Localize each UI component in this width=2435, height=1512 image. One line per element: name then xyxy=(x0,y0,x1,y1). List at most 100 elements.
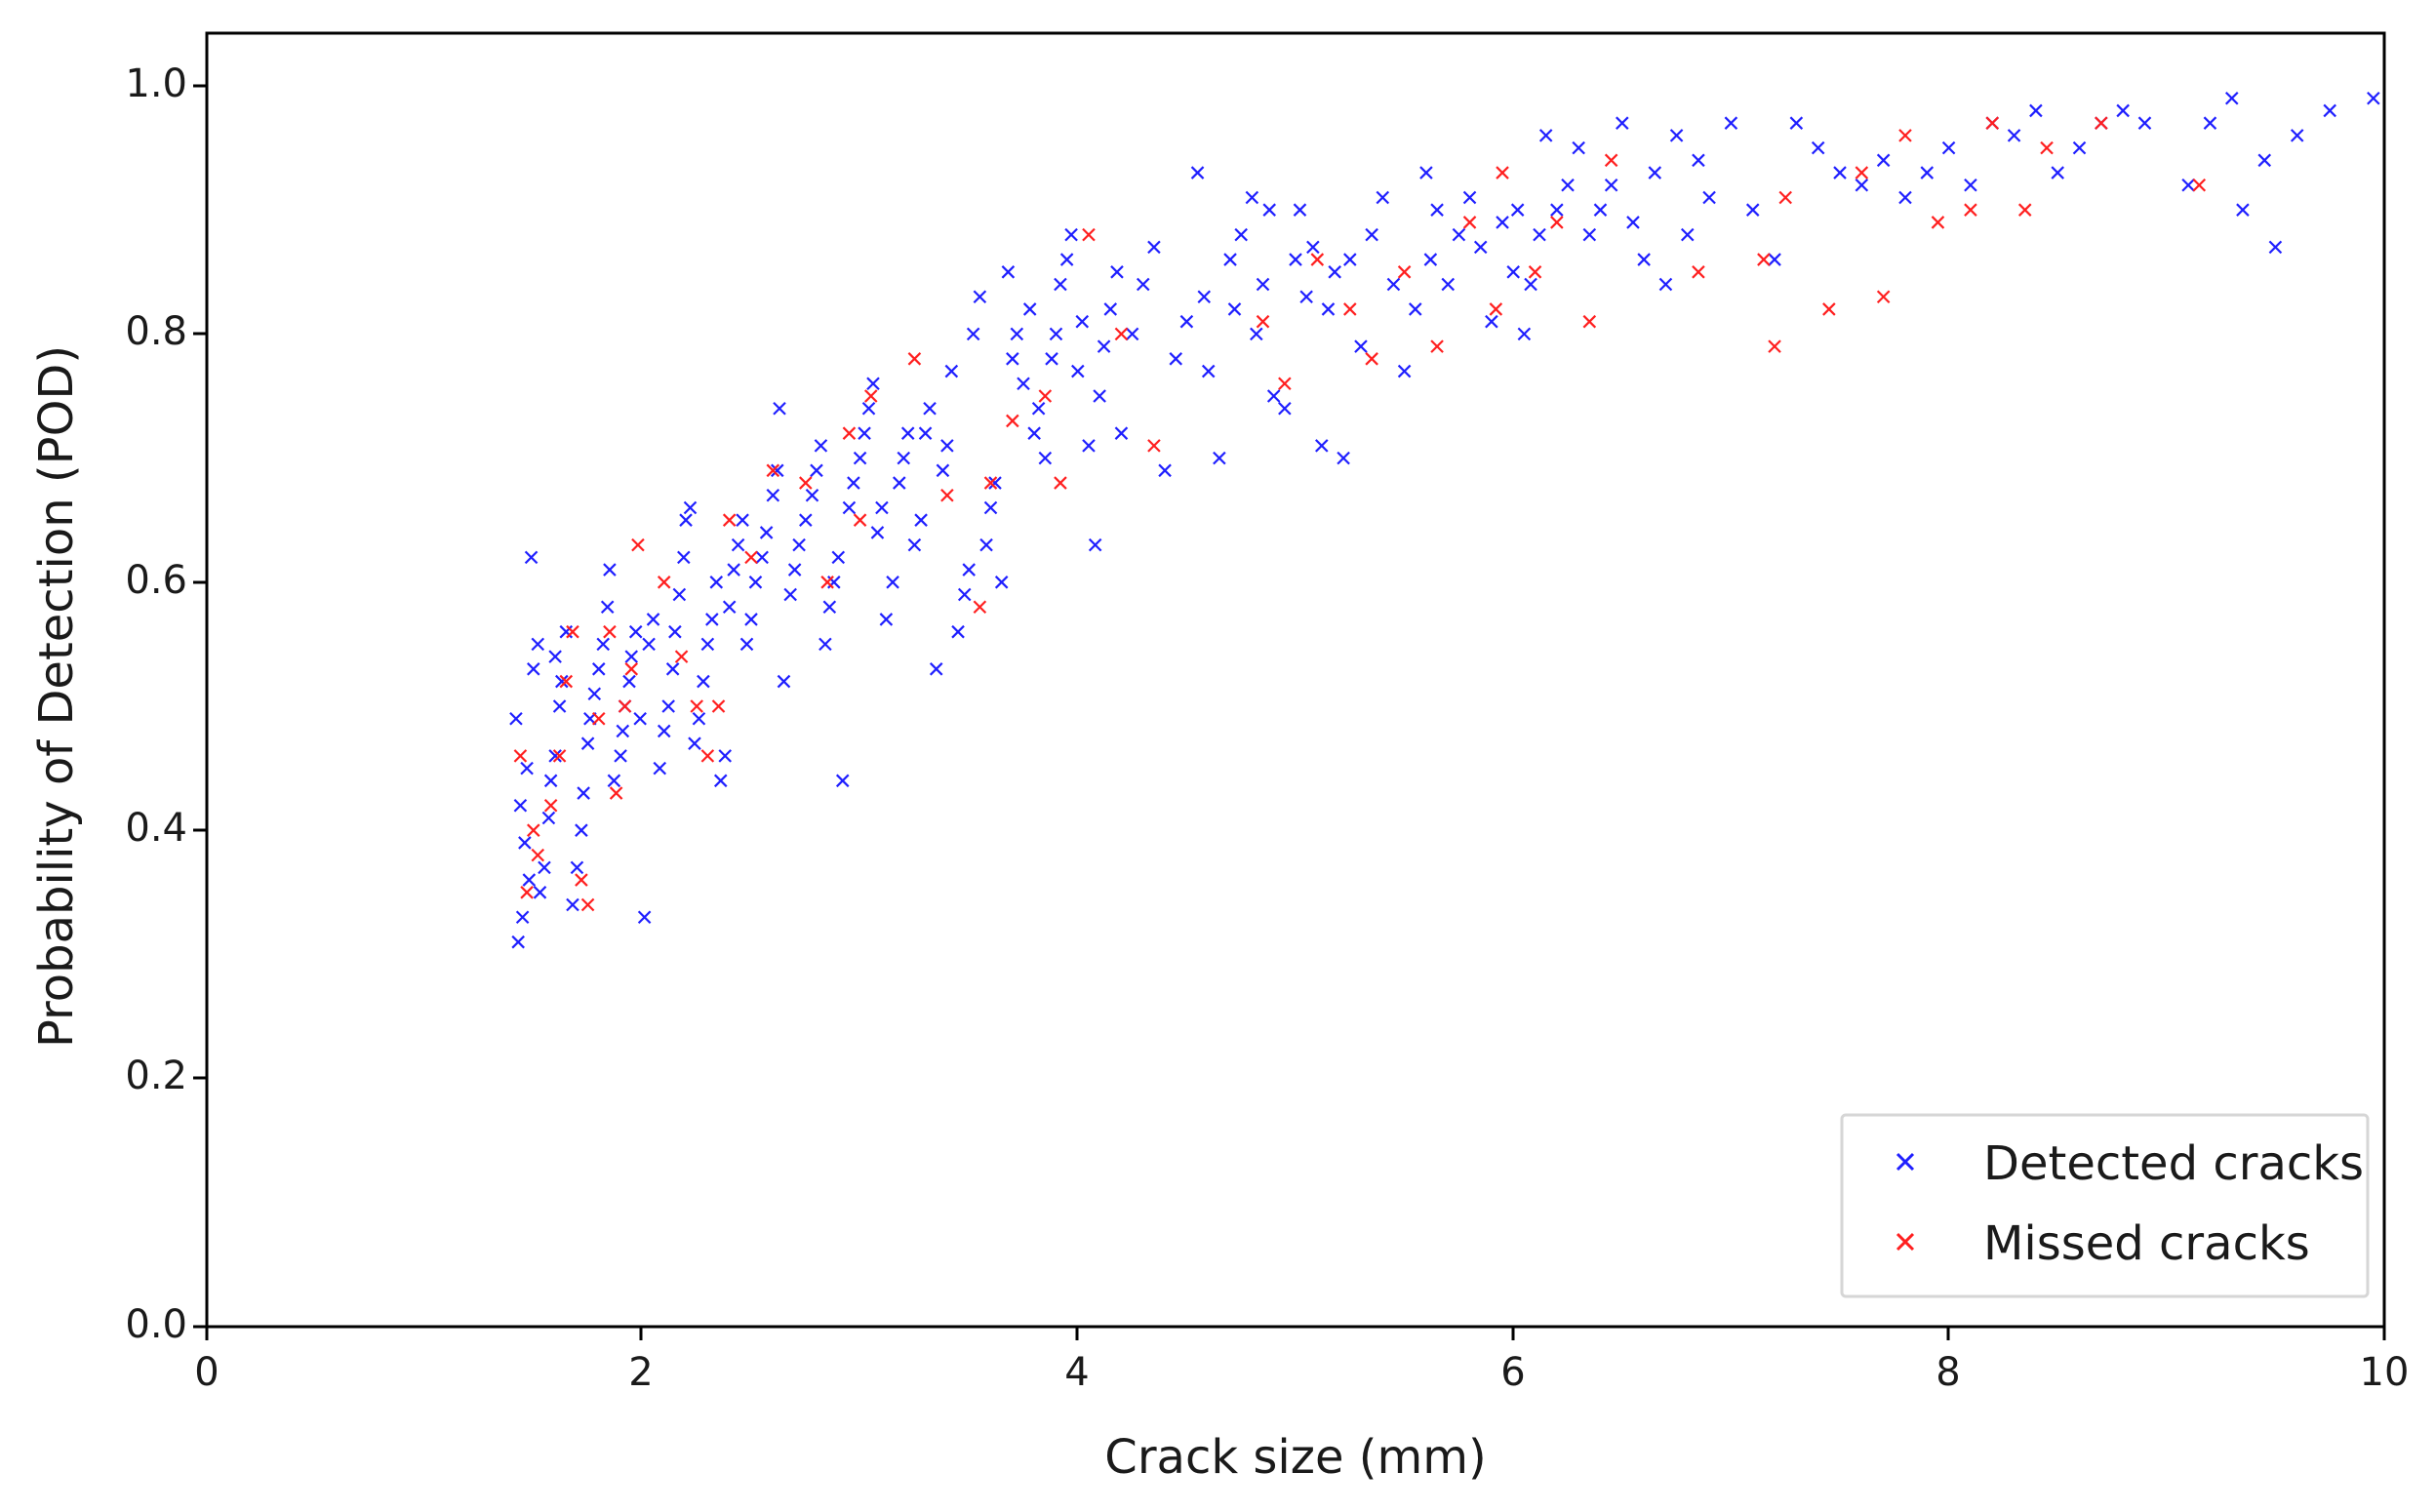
detected-crack-point-136 xyxy=(1136,277,1150,292)
detected-crack-point-134 xyxy=(1114,426,1129,440)
missed-crack-point-26 xyxy=(842,426,857,440)
detected-crack-point-214 xyxy=(2051,166,2064,179)
detected-crack-point-11 xyxy=(538,860,551,875)
missed-crack-point-47-stroke-b xyxy=(1550,216,1564,229)
missed-crack-point-55-stroke-b xyxy=(1876,290,1891,304)
detected-crack-point-12 xyxy=(541,811,556,825)
missed-crack-point-4-stroke-b xyxy=(543,798,558,813)
detected-crack-point-147-stroke-b xyxy=(1234,227,1248,242)
detected-crack-point-96-stroke-b xyxy=(907,537,922,552)
legend-marker-detected xyxy=(1896,1152,1915,1172)
detected-crack-point-50-stroke-b xyxy=(688,736,701,750)
detected-crack-point-204 xyxy=(1833,166,1847,179)
detected-crack-point-195-stroke-b xyxy=(1669,129,1684,142)
missed-crack-point-60 xyxy=(2017,203,2032,217)
detected-crack-point-75-stroke-b xyxy=(805,488,819,502)
detected-crack-point-87 xyxy=(861,401,876,416)
detected-crack-point-11-stroke-b xyxy=(538,860,551,875)
detected-crack-point-99-stroke-b xyxy=(923,401,937,416)
missed-crack-point-46-stroke-b xyxy=(1528,265,1542,279)
detected-crack-point-36 xyxy=(628,624,643,639)
detected-crack-point-214-stroke-b xyxy=(2051,166,2064,179)
detected-crack-point-37 xyxy=(633,711,647,726)
detected-crack-point-123-stroke-b xyxy=(1054,277,1067,292)
detected-crack-point-98 xyxy=(918,426,933,440)
detected-crack-point-41 xyxy=(653,761,667,776)
y-tick-label-0-0: 0.0 xyxy=(125,1302,187,1347)
detected-crack-point-108-stroke-b xyxy=(973,290,987,304)
detected-crack-point-95 xyxy=(900,426,915,440)
detected-crack-point-34-stroke-b xyxy=(622,674,636,689)
detected-crack-point-89 xyxy=(870,526,885,539)
missed-crack-point-50 xyxy=(1692,265,1705,279)
detected-crack-point-27 xyxy=(596,637,611,652)
tick-marks xyxy=(193,84,2386,1340)
detected-crack-point-163-stroke-b xyxy=(1354,339,1368,353)
detected-crack-point-134-stroke-b xyxy=(1114,426,1129,440)
detected-crack-point-117-stroke-b xyxy=(1022,302,1037,316)
detected-crack-point-7 xyxy=(527,662,540,676)
detected-crack-point-7-stroke-b xyxy=(527,662,540,676)
missed-crack-point-55 xyxy=(1876,290,1891,304)
detected-crack-point-40-stroke-b xyxy=(646,613,660,626)
detected-crack-point-178 xyxy=(1506,265,1520,279)
x-tick-label-2: 2 xyxy=(628,1350,653,1395)
detected-crack-point-59-stroke-b xyxy=(727,563,740,577)
detected-crack-point-112 xyxy=(994,576,1009,589)
detected-crack-point-114 xyxy=(1006,352,1019,366)
detected-crack-point-86-stroke-b xyxy=(858,426,871,440)
x-tick-label-8: 8 xyxy=(1936,1350,1960,1395)
detected-crack-point-1 xyxy=(515,910,530,925)
detected-crack-point-95-stroke-b xyxy=(900,426,915,440)
missed-crack-point-11 xyxy=(603,624,617,639)
missed-crack-point-59 xyxy=(1985,116,2000,130)
missed-crack-point-19 xyxy=(700,749,715,763)
detected-crack-point-113-stroke-b xyxy=(1001,265,1016,279)
detected-crack-point-119 xyxy=(1031,401,1046,416)
detected-crack-point-71 xyxy=(783,587,797,602)
missed-crack-point-34-stroke-b xyxy=(1054,476,1067,490)
detected-crack-point-48 xyxy=(679,513,693,527)
detected-crack-point-107-stroke-b xyxy=(966,327,980,341)
detected-crack-point-162-stroke-b xyxy=(1343,253,1357,266)
detected-crack-point-219 xyxy=(2181,178,2195,192)
detected-crack-point-151-stroke-b xyxy=(1262,203,1276,217)
missed-crack-point-23-stroke-b xyxy=(766,463,780,478)
detected-crack-point-10-stroke-b xyxy=(533,886,547,899)
missed-crack-point-26-stroke-b xyxy=(842,426,857,440)
detected-crack-point-103 xyxy=(944,364,959,378)
missed-crack-point-31-stroke-b xyxy=(973,600,987,615)
detected-crack-point-98-stroke-b xyxy=(918,426,933,440)
missed-crack-point-27-stroke-b xyxy=(853,513,867,527)
detected-crack-point-160 xyxy=(1328,265,1341,279)
detected-crack-point-138 xyxy=(1158,463,1172,478)
detected-crack-point-56-stroke-b xyxy=(713,774,728,788)
detected-crack-point-125 xyxy=(1064,227,1078,242)
detected-crack-point-217 xyxy=(2116,103,2130,118)
missed-crack-point-32 xyxy=(1006,414,1019,428)
detected-crack-point-192-stroke-b xyxy=(1637,253,1651,266)
detected-crack-point-28-stroke-b xyxy=(600,600,615,615)
missed-crack-point-44-stroke-b xyxy=(1462,216,1477,229)
detected-crack-point-20-stroke-b xyxy=(570,860,584,875)
missed-crack-point-20 xyxy=(711,699,726,713)
detected-crack-point-13-stroke-b xyxy=(543,774,558,788)
detected-crack-point-73-stroke-b xyxy=(792,537,806,552)
detected-crack-point-40 xyxy=(646,613,660,626)
x-tick-label-6: 6 xyxy=(1500,1350,1525,1395)
detected-crack-point-100-stroke-b xyxy=(929,662,943,676)
detected-crack-point-6 xyxy=(509,711,523,726)
detected-crack-point-64 xyxy=(748,576,763,589)
detected-crack-point-90 xyxy=(875,500,889,515)
detected-crack-point-133-stroke-b xyxy=(1110,265,1124,279)
detected-crack-point-185-stroke-b xyxy=(1561,178,1575,192)
missed-crack-point-42 xyxy=(1397,265,1412,279)
missed-crack-point-66-stroke-b xyxy=(1114,327,1129,341)
detected-crack-point-64-stroke-b xyxy=(748,576,763,589)
legend-box xyxy=(1840,1113,2370,1298)
detected-crack-point-62 xyxy=(739,637,754,652)
detected-crack-point-221-stroke-b xyxy=(2224,91,2239,105)
missed-crack-point-39-stroke-b xyxy=(1310,253,1325,266)
x-tick-label-0: 0 xyxy=(194,1350,219,1395)
detected-crack-point-13 xyxy=(543,774,558,788)
